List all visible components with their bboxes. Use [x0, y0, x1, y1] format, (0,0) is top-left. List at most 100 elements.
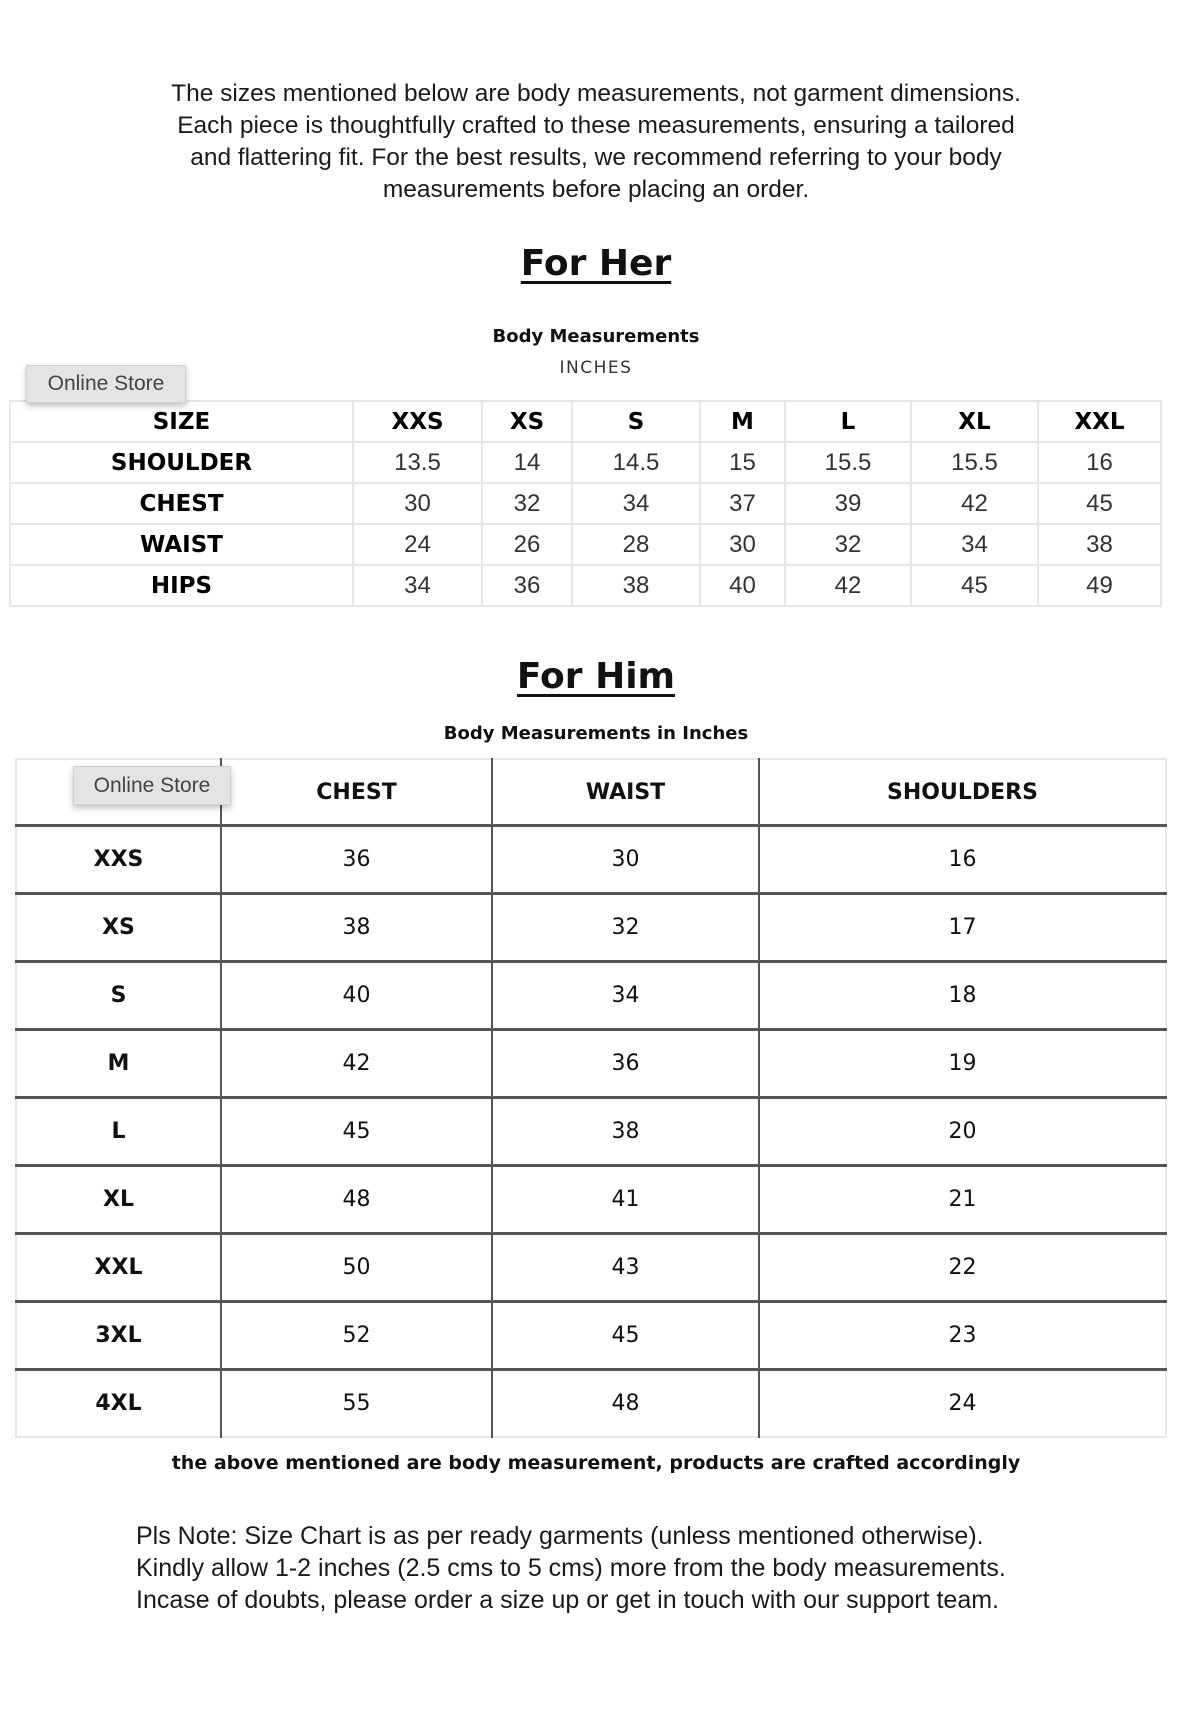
table-cell: 13.5: [352, 441, 483, 484]
column-header: SHOULDERS: [758, 759, 1166, 827]
column-header: L: [784, 400, 912, 443]
column-header: XL: [910, 400, 1039, 443]
her-size-table: SIZE XXS XS S M L XL XXL SHOULDER 13.5 14 14.5 15 15.…: [9, 400, 1162, 607]
table-cell: 40: [220, 961, 492, 1031]
table-row: WAIST 24 26 28 30 32 34 38: [9, 523, 1162, 566]
table-cell: 15.5: [784, 441, 912, 484]
table-cell: 42: [910, 482, 1039, 525]
table-cell: 45: [491, 1301, 759, 1371]
table-cell: 16: [1037, 441, 1162, 484]
table-row: 3XL 52 45 23: [16, 1301, 1166, 1371]
size-note: Pls Note: Size Chart is as per ready gar…: [136, 1520, 1006, 1616]
row-label: 4XL: [95, 1391, 142, 1416]
row-label: SHOULDER: [9, 441, 354, 484]
row-label: S: [16, 961, 221, 1031]
column-header: WAIST: [491, 759, 759, 827]
column-header: M: [699, 400, 786, 443]
note-line: Pls Note: Size Chart is as per ready gar…: [136, 1522, 984, 1550]
table-cell: 18: [758, 961, 1166, 1031]
table-row: HIPS 34 36 38 40 42 45 49: [9, 564, 1162, 607]
table-row: M 42 36 19: [16, 1029, 1166, 1099]
her-unit: INCHES: [559, 358, 633, 378]
table-row: XS 38 32 17: [16, 893, 1166, 963]
for-him-title: For Him: [516, 656, 676, 697]
row-label: XXL: [16, 1233, 221, 1303]
row-label: XXS: [16, 825, 221, 895]
table-cell: 30: [491, 825, 759, 895]
table-cell: 34: [571, 482, 701, 525]
column-header: SIZE: [9, 400, 354, 443]
table-cell: 32: [784, 523, 912, 566]
table-cell: 30: [699, 523, 786, 566]
table-cell: 32: [491, 893, 759, 963]
table-cell: 55: [220, 1369, 492, 1437]
column-header: S: [571, 400, 701, 443]
table-row: SHOULDER 13.5 14 14.5 15 15.5 15.5 16: [9, 441, 1162, 484]
table-cell: 14.5: [571, 441, 701, 484]
intro-line: and flattering fit. For the best results…: [190, 144, 1002, 171]
table-cell: 37: [699, 482, 786, 525]
table-cell: 34: [491, 961, 759, 1031]
table-cell: 41: [491, 1165, 759, 1235]
column-header: CHEST: [220, 759, 492, 827]
table-row: L 45 38 20: [16, 1097, 1166, 1167]
table-cell: 43: [491, 1233, 759, 1303]
table-cell: 24: [758, 1369, 1166, 1437]
table-row: XXL 50 43 22: [16, 1233, 1166, 1303]
intro-line: measurements before placing an order.: [382, 176, 810, 203]
table-cell: 39: [784, 482, 912, 525]
table-cell: 45: [910, 564, 1039, 607]
table-row: CHEST 30 32 34 37 39 42 45: [9, 482, 1162, 525]
table-cell: 38: [571, 564, 701, 607]
table-cell: 22: [758, 1233, 1166, 1303]
table-cell: 52: [220, 1301, 492, 1371]
row-label: WAIST: [9, 523, 354, 566]
table-cell: 42: [220, 1029, 492, 1099]
row-label: M: [16, 1029, 221, 1099]
table-row: 4XL 55 48 24: [16, 1369, 1166, 1437]
row-label: CHEST: [9, 482, 354, 525]
table-cell: 26: [481, 523, 573, 566]
table-cell: 30: [352, 482, 483, 525]
note-line: Incase of doubts, please order a size up…: [136, 1586, 1000, 1614]
table-cell: 32: [481, 482, 573, 525]
online-store-tooltip: Online Store: [26, 365, 186, 403]
table-row: XXS 36 30 16: [16, 825, 1166, 895]
table-cell: 34: [910, 523, 1039, 566]
table-row: S 40 34 18: [16, 961, 1166, 1031]
column-header: XXS: [352, 400, 483, 443]
intro-line: The sizes mentioned below are body measu…: [171, 80, 1021, 107]
table-cell: 36: [220, 825, 492, 895]
table-cell: 16: [758, 825, 1166, 895]
table-cell: 14: [481, 441, 573, 484]
table-cell: 49: [1037, 564, 1162, 607]
table-cell: 38: [491, 1097, 759, 1167]
for-her-title: For Her: [520, 243, 672, 284]
her-subtitle: Body Measurements: [492, 326, 700, 347]
table-cell: 48: [220, 1165, 492, 1235]
intro-text: The sizes mentioned below are body measu…: [96, 78, 1096, 206]
intro-line: Each piece is thoughtfully crafted to th…: [177, 112, 1015, 139]
footer-note: the above mentioned are body measurement…: [171, 1452, 1021, 1474]
table-cell: 45: [220, 1097, 492, 1167]
table-cell: 40: [699, 564, 786, 607]
table-row: XL 48 41 21: [16, 1165, 1166, 1235]
table-cell: 50: [220, 1233, 492, 1303]
table-cell: 19: [758, 1029, 1166, 1099]
table-cell: 23: [758, 1301, 1166, 1371]
table-cell: 20: [758, 1097, 1166, 1167]
column-header: XXL: [1037, 400, 1162, 443]
table-cell: 24: [352, 523, 483, 566]
header-row: CHEST WAIST SHOULDERS: [16, 759, 1166, 827]
table-cell: 15.5: [910, 441, 1039, 484]
him-size-table: CHEST WAIST SHOULDERS XXS 36 30 16 XS 38 32 17 S 40 3…: [15, 758, 1167, 1438]
row-label: XL: [16, 1165, 221, 1235]
table-cell: 34: [352, 564, 483, 607]
row-label: 3XL: [16, 1301, 221, 1371]
column-header: XS: [481, 400, 573, 443]
table-cell: 38: [220, 893, 492, 963]
table-cell: 28: [571, 523, 701, 566]
table-cell: 21: [758, 1165, 1166, 1235]
online-store-tooltip: Online Store: [73, 766, 231, 805]
him-subtitle: Body Measurements in Inches: [443, 723, 749, 744]
